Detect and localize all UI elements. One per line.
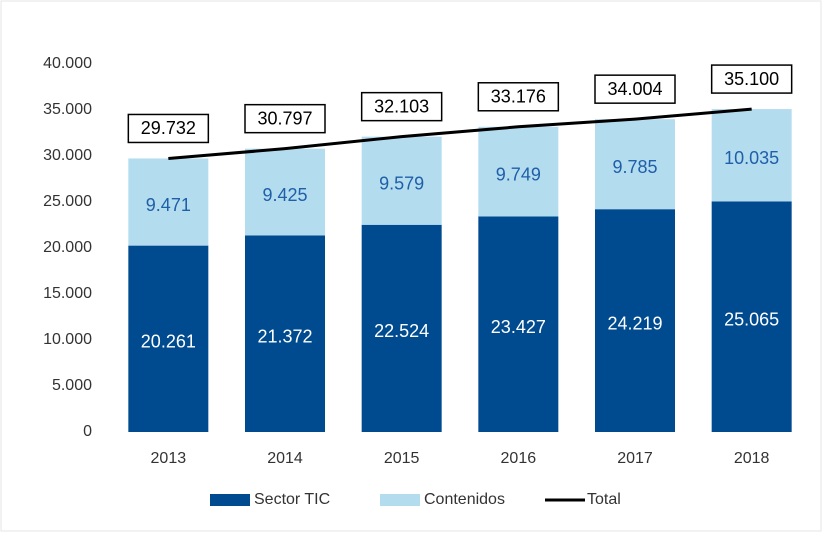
y-tick-label: 35.000 bbox=[43, 101, 92, 118]
x-tick-label: 2017 bbox=[617, 450, 653, 467]
bar-segment bbox=[711, 201, 792, 432]
data-label: 34.004 bbox=[607, 79, 662, 99]
data-label: 32.103 bbox=[374, 96, 429, 116]
data-label: 10.035 bbox=[724, 148, 779, 168]
data-label: 22.524 bbox=[374, 321, 429, 341]
x-tick-label: 2016 bbox=[501, 450, 537, 467]
label-box bbox=[244, 103, 326, 134]
bar-segment bbox=[361, 136, 442, 225]
label-box bbox=[360, 91, 443, 122]
y-tick-label: 25.000 bbox=[43, 193, 92, 210]
label-box bbox=[127, 113, 210, 144]
legend-swatch bbox=[380, 494, 420, 506]
x-tick-label: 2013 bbox=[151, 450, 187, 467]
data-label: 20.261 bbox=[141, 332, 196, 352]
data-label: 33.176 bbox=[491, 87, 546, 107]
data-label: 24.219 bbox=[607, 313, 662, 333]
data-label: 29.732 bbox=[141, 118, 196, 138]
data-label: 9.471 bbox=[146, 195, 191, 215]
legend-label: Contenidos bbox=[424, 491, 505, 508]
x-tick-label: 2015 bbox=[384, 450, 420, 467]
y-tick-label: 0 bbox=[83, 423, 92, 440]
bar-segment bbox=[128, 158, 209, 246]
bar-segment bbox=[595, 209, 675, 432]
bar-segment bbox=[478, 216, 559, 432]
legend-swatch bbox=[210, 494, 250, 506]
legend-label: Sector TIC bbox=[254, 491, 330, 508]
bar-segment bbox=[595, 119, 675, 210]
legend-label: Total bbox=[587, 491, 621, 508]
data-label: 9.749 bbox=[496, 164, 541, 184]
bar-segment bbox=[711, 109, 792, 202]
x-tick-label: 2018 bbox=[734, 450, 770, 467]
data-label: 25.065 bbox=[724, 309, 779, 329]
data-label: 9.579 bbox=[379, 173, 424, 193]
label-box bbox=[710, 64, 793, 94]
bar-segment bbox=[245, 235, 325, 432]
y-tick-label: 5.000 bbox=[52, 377, 92, 394]
bar-segment bbox=[361, 224, 442, 432]
data-label: 9.425 bbox=[262, 185, 307, 205]
data-label: 9.785 bbox=[612, 157, 657, 177]
y-tick-label: 40.000 bbox=[43, 55, 92, 72]
bar-segment bbox=[478, 126, 559, 217]
total-line bbox=[168, 107, 752, 160]
data-label: 21.372 bbox=[257, 326, 312, 346]
data-label: 23.427 bbox=[491, 317, 546, 337]
y-tick-label: 20.000 bbox=[43, 239, 92, 256]
data-label: 35.100 bbox=[724, 69, 779, 89]
y-tick-label: 15.000 bbox=[43, 285, 92, 302]
y-tick-label: 30.000 bbox=[43, 147, 92, 164]
bar-segment bbox=[245, 148, 325, 236]
label-box bbox=[477, 82, 560, 112]
y-tick-label: 10.000 bbox=[43, 331, 92, 348]
data-label: 30.797 bbox=[257, 108, 312, 128]
bar-segment bbox=[128, 245, 209, 432]
x-tick-label: 2014 bbox=[267, 450, 303, 467]
label-box bbox=[594, 74, 676, 104]
